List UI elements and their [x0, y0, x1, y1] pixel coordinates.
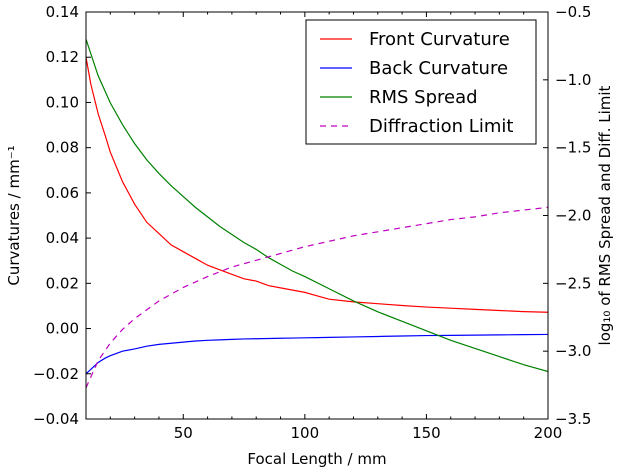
y-left-tick-label: −0.04 — [33, 410, 79, 428]
series-line-0 — [86, 57, 548, 313]
x-tick-label: 50 — [174, 424, 193, 442]
legend-label: Front Curvature — [369, 29, 510, 50]
legend: Front Curvature Back Curvature RMS Spread D… — [305, 19, 537, 145]
y-left-tick-label: 0.00 — [46, 320, 79, 338]
series-layer — [86, 38, 548, 389]
x-tick-label: 200 — [534, 424, 563, 442]
ticks-layer: 50 100 150 200 −0.04 −0.02 0.00 0.02 0.04 0.06 0.0… — [33, 3, 591, 442]
y-right-tick-label: −0.5 — [555, 3, 591, 21]
y-right-tick-label: −2.5 — [555, 274, 591, 292]
legend-label: RMS Spread — [369, 87, 478, 108]
y-left-tick-label: 0.14 — [46, 3, 79, 21]
y-left-tick-label: 0.12 — [46, 48, 79, 66]
y-left-tick-label: 0.02 — [46, 274, 79, 292]
series-line-1 — [86, 333, 548, 375]
y-right-tick-label: −1.0 — [555, 71, 591, 89]
y-right-tick-label: −3.5 — [555, 410, 591, 428]
y-right-axis-label: log₁₀ of RMS Spread and Diff. Limit — [596, 85, 614, 345]
series-line-2 — [86, 38, 548, 373]
y-left-tick-label: −0.02 — [33, 365, 79, 383]
legend-label: Back Curvature — [369, 58, 508, 79]
y-left-tick-label: 0.04 — [46, 229, 79, 247]
x-axis-label: Focal Length / mm — [247, 450, 386, 468]
labels-layer: Focal Length / mm Curvatures / mm⁻¹ log₁₀ … — [5, 85, 614, 468]
y-left-tick-label: 0.08 — [46, 139, 79, 157]
x-tick-label: 150 — [412, 424, 441, 442]
legend-label: Diffraction Limit — [369, 116, 513, 137]
y-right-tick-label: −2.0 — [555, 207, 591, 225]
series-line-3 — [86, 206, 548, 389]
y-right-tick-label: −3.0 — [555, 342, 591, 360]
y-right-tick-label: −1.5 — [555, 139, 591, 157]
x-tick-label: 100 — [291, 424, 320, 442]
y-left-tick-label: 0.10 — [46, 93, 79, 111]
y-left-axis-label: Curvatures / mm⁻¹ — [5, 145, 23, 285]
legend-box — [305, 19, 537, 145]
y-left-tick-label: 0.06 — [46, 184, 79, 202]
